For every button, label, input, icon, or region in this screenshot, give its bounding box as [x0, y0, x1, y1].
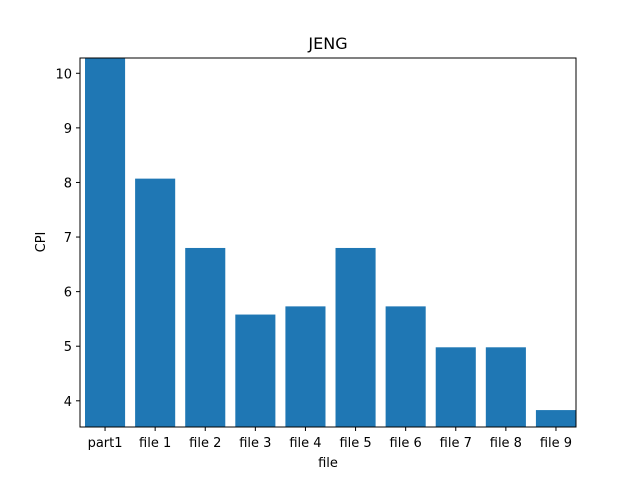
x-axis-label: file: [318, 456, 338, 471]
y-tick-label: 9: [64, 122, 72, 137]
bar-file-8: [485, 347, 526, 427]
bar-file-7: [435, 347, 476, 427]
x-tick-label: part1: [88, 436, 123, 451]
y-tick-label: 10: [55, 67, 72, 82]
bar-part1: [85, 58, 126, 427]
x-tick-label: file 6: [390, 436, 422, 451]
x-tick-label: file 9: [540, 436, 572, 451]
x-tick-label: file 2: [189, 436, 221, 451]
y-tick-label: 6: [64, 286, 72, 301]
bar-file-5: [335, 247, 376, 427]
y-tick-label: 7: [64, 231, 72, 246]
chart-title: JENG: [307, 34, 347, 53]
x-tick-label: file 8: [490, 436, 522, 451]
x-tick-label: file 5: [339, 436, 371, 451]
bar-file-6: [385, 306, 426, 427]
y-tick-label: 8: [64, 176, 72, 191]
x-tick-label: file 4: [289, 436, 321, 451]
x-tick-label: file 7: [440, 436, 472, 451]
bar-file-1: [135, 178, 176, 427]
y-tick-label: 4: [64, 395, 72, 410]
x-tick-label: file 3: [239, 436, 271, 451]
bars-layer: [85, 58, 576, 427]
x-axis-ticks: part1 file 1 file 2 file 3 file 4 file 5 file …: [88, 427, 572, 451]
plot-frame: [79, 57, 577, 428]
x-tick-label: file 1: [139, 436, 171, 451]
bar-file-3: [235, 314, 276, 427]
bar-file-4: [285, 306, 326, 427]
y-axis-label: CPI: [34, 232, 49, 253]
y-tick-label: 5: [64, 340, 72, 355]
bar-file-2: [185, 247, 226, 427]
y-axis-ticks: 4 5 6 7 8 9 10: [55, 67, 80, 410]
bar-file-9: [535, 410, 576, 427]
